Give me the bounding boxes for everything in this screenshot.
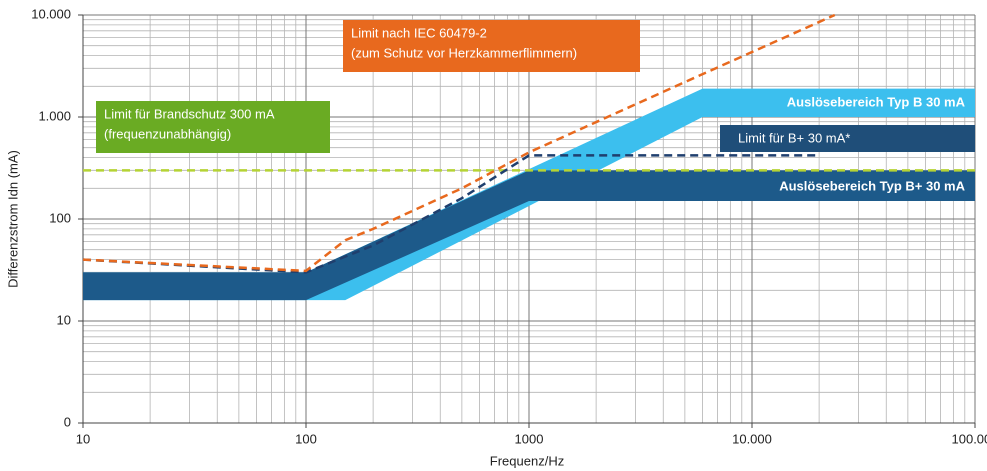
y-tick-label: 0: [64, 414, 71, 429]
y-tick-label: 10.000: [31, 6, 71, 21]
y-tick-label: 10: [57, 312, 71, 327]
band: [83, 170, 975, 301]
y-tick-label: 100: [49, 210, 71, 225]
y-tick-label: 1.000: [38, 108, 71, 123]
x-tick-label: 10: [76, 431, 90, 446]
series-label: Auslösebereich Typ B+ 30 mA: [779, 178, 965, 193]
label-box: [343, 20, 640, 72]
label-box: [96, 101, 330, 153]
x-tick-label: 100.000: [952, 431, 987, 446]
x-tick-label: 1000: [515, 431, 544, 446]
series-label: Limit für B+ 30 mA*: [738, 130, 850, 145]
label-box: [720, 125, 975, 152]
x-tick-label: 100: [295, 431, 317, 446]
series-label: (zum Schutz vor Herzkammerflimmern): [351, 45, 577, 60]
series-label: Auslösebereich Typ B 30 mA: [787, 94, 966, 109]
series-label: Limit nach IEC 60479-2: [351, 25, 487, 40]
y-axis-label: Differenzstrom Idn (mA): [5, 150, 20, 288]
limit-line: [82, 13, 836, 273]
x-tick-label: 10.000: [732, 431, 772, 446]
series-label: Limit für Brandschutz 300 mA: [104, 106, 275, 121]
x-axis-label: Frequenz/Hz: [490, 453, 564, 468]
series-label: (frequenzunabhängig): [104, 126, 231, 141]
